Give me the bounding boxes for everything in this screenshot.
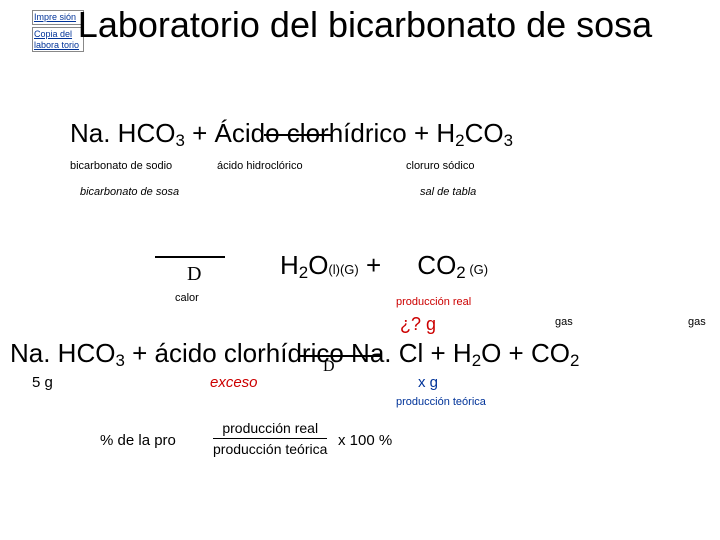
page-title: Laboratorio del bicarbonato de sosa bbox=[45, 4, 685, 45]
h2co3-h: H bbox=[436, 118, 455, 148]
label-sal: sal de tabla bbox=[420, 186, 476, 198]
label-exceso: exceso bbox=[210, 374, 258, 391]
co2-sub2: 2 bbox=[456, 263, 465, 282]
yield-fraction: producción real producción teórica bbox=[213, 420, 327, 457]
label-gas-1: gas bbox=[555, 316, 573, 328]
h2o-h: H bbox=[280, 250, 299, 280]
hcl-acid-text: Ácido clorhídrico bbox=[215, 118, 407, 148]
yield-suffix: x 100 % bbox=[338, 432, 392, 449]
fraction-line bbox=[213, 438, 327, 439]
label-nahco3: bicarbonato de sodio bbox=[70, 160, 172, 172]
label-nacl: cloruro sódico bbox=[406, 160, 474, 172]
delta-2: D bbox=[323, 358, 335, 376]
h2o-o: O bbox=[308, 250, 328, 280]
nahco3-formula: Na. HCO bbox=[70, 118, 175, 148]
label-prod-teo: producción teórica bbox=[396, 396, 486, 408]
sub-3b: 3 bbox=[504, 131, 513, 150]
equation-2: Na. HCO3 + ácido clorhídrico Na. Cl + H2… bbox=[10, 338, 579, 371]
yield-prefix: % de la pro bbox=[100, 432, 176, 449]
h2o-sub2: 2 bbox=[299, 263, 308, 282]
phase-g1: (G) bbox=[340, 262, 359, 277]
h2o-co2-products: H2O(l)(G) + CO2 (G) bbox=[280, 250, 488, 283]
label-question-g: ¿? g bbox=[400, 314, 436, 335]
plus-2: + bbox=[414, 118, 436, 148]
label-5g: 5 g bbox=[32, 374, 53, 391]
phase-g2: (G) bbox=[466, 262, 488, 277]
label-prod-real: producción real bbox=[396, 296, 471, 308]
eq2-sub2: 2 bbox=[472, 351, 481, 370]
arrow-2 bbox=[300, 355, 380, 357]
label-gas-2: gas bbox=[688, 316, 706, 328]
h2co3-co: CO bbox=[465, 118, 504, 148]
eq2-oco: O + CO bbox=[481, 338, 570, 368]
label-calor: calor bbox=[175, 292, 199, 304]
delta-symbol: D bbox=[187, 263, 201, 286]
eq2-nahco3: Na. HCO bbox=[10, 338, 115, 368]
plus-1: + bbox=[192, 118, 214, 148]
yield-top: producción real bbox=[213, 420, 327, 436]
eq2-sub2b: 2 bbox=[570, 351, 579, 370]
co2-co: CO bbox=[417, 250, 456, 280]
delta-overline bbox=[155, 256, 225, 258]
phase-l: (l) bbox=[328, 262, 340, 277]
eq2-sub3: 3 bbox=[115, 351, 124, 370]
label-xg: x g bbox=[418, 374, 438, 391]
sub-3: 3 bbox=[175, 131, 184, 150]
label-sosa: bicarbonato de sosa bbox=[80, 186, 179, 198]
eq2-mid: + ácido clorhídrico Na. Cl + H bbox=[125, 338, 472, 368]
sub-2: 2 bbox=[455, 131, 464, 150]
plus-3: + bbox=[359, 250, 389, 280]
label-hcl: ácido hidroclórico bbox=[217, 160, 303, 172]
yield-bottom: producción teórica bbox=[213, 441, 327, 457]
arrow-1 bbox=[264, 134, 332, 136]
